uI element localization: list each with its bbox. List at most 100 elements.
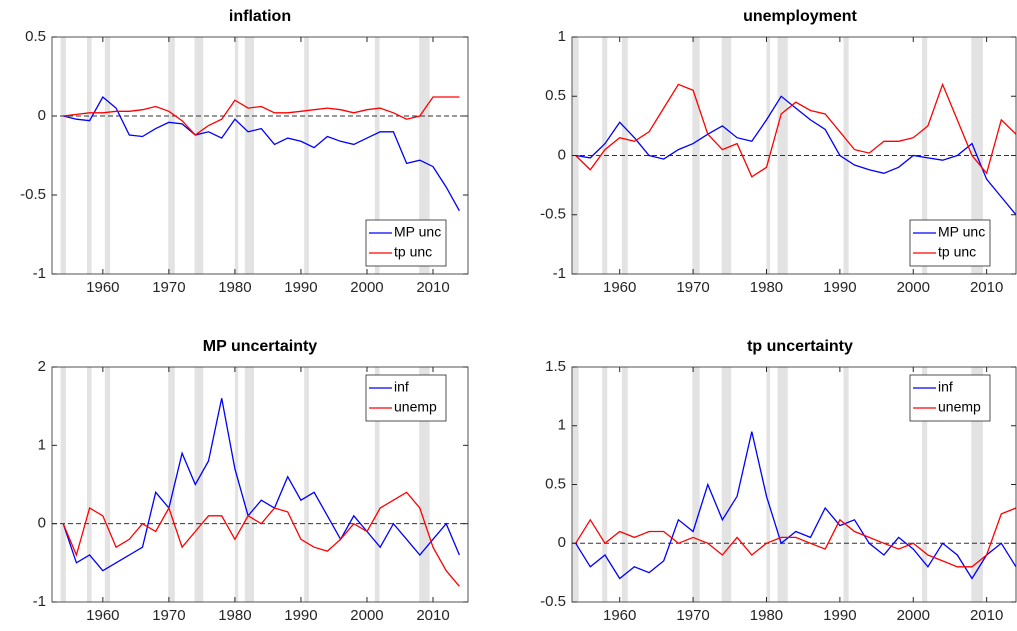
- legend-box: [365, 374, 447, 422]
- subplot: 1960 1970 1980 1990 2000 2010 -1 0 1 2 MP uncertai…: [33, 338, 469, 624]
- recession-band: [922, 367, 928, 602]
- recession-band: [60, 37, 66, 274]
- legend: inf unemp: [909, 374, 991, 422]
- legend-label: inf: [394, 379, 409, 395]
- recession-band: [419, 367, 430, 602]
- recession-band: [168, 37, 175, 274]
- recession-band: [721, 367, 732, 602]
- x-tick-label: 1960: [86, 279, 119, 296]
- legend-box: [365, 219, 447, 267]
- y-tick-label: 1: [38, 436, 46, 453]
- x-tick-label: 2010: [970, 279, 1003, 296]
- y-tick-label: 1: [558, 28, 566, 45]
- recession-band: [60, 367, 66, 602]
- recession-band: [374, 37, 380, 274]
- y-tick-label: 2: [38, 358, 46, 375]
- recession-band: [244, 37, 255, 274]
- recession-band: [374, 367, 380, 602]
- x-tick-label: 1970: [152, 607, 185, 624]
- series-line: [575, 82, 1016, 178]
- legend-box: [909, 219, 991, 267]
- x-tick-label: 1990: [823, 279, 856, 296]
- legend-label: MP unc: [938, 224, 985, 240]
- x-tick-label: 2000: [897, 607, 930, 624]
- x-tick-label: 1980: [750, 607, 783, 624]
- legend-label: MP unc: [394, 224, 441, 240]
- plot-content: [52, 37, 468, 274]
- y-tick-label: -1: [33, 265, 46, 282]
- recession-band: [971, 367, 983, 602]
- subplot: 1960 1970 1980 1990 2000 2010 -1 -0.5 0 0.5 1 unemp…: [540, 8, 1017, 296]
- x-tick-label: 2000: [897, 279, 930, 296]
- y-tick-label: 1: [558, 417, 566, 434]
- y-tick-label: 0.5: [25, 28, 46, 45]
- series-line: [62, 491, 460, 587]
- x-tick-label: 1970: [676, 279, 709, 296]
- recession-band: [244, 367, 255, 602]
- legend: MP unc tp unc: [909, 219, 991, 267]
- chart-title: MP uncertainty: [203, 338, 318, 355]
- recession-band: [777, 367, 788, 602]
- x-tick-label: 2000: [350, 279, 383, 296]
- y-tick-label: -0.5: [540, 593, 566, 610]
- chart-title: inflation: [229, 8, 291, 25]
- subplot: 1960 1970 1980 1990 2000 2010 -0.5 0 0.5 1 1.5 tp u…: [540, 338, 1017, 624]
- recession-band: [419, 37, 430, 274]
- y-tick-label: 0: [558, 146, 566, 163]
- legend: MP unc tp unc: [365, 219, 447, 267]
- y-tick-label: 0: [38, 515, 46, 532]
- recession-band: [194, 367, 204, 602]
- recession-band: [766, 367, 771, 602]
- recession-band: [234, 37, 239, 274]
- y-tick-label: 1.5: [545, 358, 566, 375]
- x-tick-label: 2000: [350, 607, 383, 624]
- legend: inf unemp: [365, 374, 447, 422]
- recession-band: [104, 37, 111, 274]
- y-tick-label: -1: [33, 593, 46, 610]
- recession-band: [104, 367, 111, 602]
- recession-band: [234, 367, 239, 602]
- legend-label: tp unc: [938, 244, 976, 260]
- subplot: 1960 1970 1980 1990 2000 2010 -1 -0.5 0 0.5 inflat…: [20, 8, 469, 296]
- series-line: [575, 431, 1016, 580]
- series-line: [575, 507, 1016, 568]
- x-tick-label: 1960: [603, 607, 636, 624]
- series-line: [575, 95, 1016, 216]
- recession-band: [843, 367, 849, 602]
- series-line: [62, 398, 460, 572]
- recession-band: [168, 367, 175, 602]
- recession-band: [194, 37, 204, 274]
- y-tick-label: 0: [558, 534, 566, 551]
- recession-band: [621, 367, 628, 602]
- x-tick-label: 1970: [676, 607, 709, 624]
- plot-content: [52, 367, 468, 602]
- y-tick-label: 0.5: [545, 87, 566, 104]
- x-tick-label: 1990: [284, 279, 317, 296]
- y-tick-label: -0.5: [540, 206, 566, 223]
- legend-label: unemp: [394, 399, 437, 415]
- recession-band: [692, 367, 700, 602]
- recession-band: [304, 37, 309, 274]
- x-tick-label: 2010: [970, 607, 1003, 624]
- legend-label: tp unc: [394, 244, 432, 260]
- series-line: [63, 96, 460, 136]
- x-tick-label: 1980: [218, 607, 251, 624]
- axes-frame: [51, 36, 469, 275]
- recession-band: [86, 367, 92, 602]
- x-tick-label: 2010: [416, 279, 449, 296]
- axes-frame: [51, 366, 469, 603]
- y-tick-label: 0: [38, 107, 46, 124]
- x-tick-label: 1960: [603, 279, 636, 296]
- x-tick-label: 1970: [152, 279, 185, 296]
- y-tick-label: -1: [553, 265, 566, 282]
- x-tick-label: 1960: [86, 607, 119, 624]
- legend-box: [909, 374, 991, 422]
- y-tick-label: -0.5: [20, 186, 46, 203]
- x-tick-label: 1990: [823, 607, 856, 624]
- x-tick-label: 2010: [416, 607, 449, 624]
- x-tick-label: 1980: [750, 279, 783, 296]
- series-line: [63, 95, 460, 212]
- chart-title: tp uncertainty: [747, 338, 853, 355]
- legend-label: inf: [938, 379, 953, 395]
